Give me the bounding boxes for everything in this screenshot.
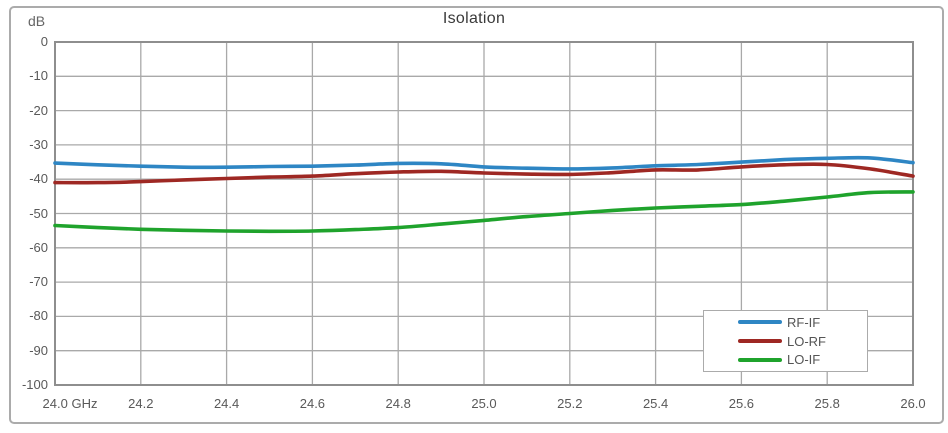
x-tick-label: 25.0 bbox=[471, 396, 497, 411]
y-tick-label: 0 bbox=[40, 34, 48, 49]
x-tick-label: 24.0 GHz bbox=[42, 396, 98, 411]
y-tick-label: -80 bbox=[29, 308, 48, 324]
legend-label-lo-if: LO-IF bbox=[787, 352, 821, 368]
x-tick-label: 25.4 bbox=[642, 396, 669, 411]
y-tick-label: -20 bbox=[29, 102, 48, 118]
y-tick-label: -90 bbox=[29, 342, 48, 358]
y-tick-label: -40 bbox=[29, 171, 48, 187]
x-tick-label: 24.8 bbox=[385, 396, 411, 411]
y-tick-label: -70 bbox=[29, 274, 48, 290]
x-tick-label: 26.0 bbox=[900, 396, 926, 411]
legend-label-lo-rf: LO-RF bbox=[787, 333, 826, 349]
y-axis-unit-label: dB bbox=[28, 13, 46, 29]
y-tick-label: -30 bbox=[29, 136, 48, 152]
x-tick-label: 25.6 bbox=[728, 396, 755, 411]
legend-item-rf-if: RF-IF bbox=[738, 315, 867, 330]
series-line-lo-if bbox=[53, 190, 915, 234]
x-tick-label: 24.6 bbox=[299, 396, 326, 411]
y-tick-label: -10 bbox=[29, 68, 48, 84]
plot-frame bbox=[54, 41, 914, 386]
y-tick-label: -60 bbox=[29, 239, 48, 255]
x-tick-label: 25.2 bbox=[557, 396, 583, 411]
series-line-lo-rf bbox=[53, 162, 915, 185]
legend-line-swatch-rf-if bbox=[738, 320, 782, 325]
y-tick-label: -100 bbox=[21, 377, 48, 392]
x-tick-label: 24.4 bbox=[213, 396, 240, 411]
legend-line-swatch-lo-if bbox=[738, 357, 782, 362]
legend: RF-IF LO-RF LO-IF bbox=[703, 310, 868, 372]
series-line-rf-if bbox=[53, 155, 915, 171]
legend-line-swatch-lo-rf bbox=[738, 339, 782, 343]
x-tick-label: 25.8 bbox=[814, 396, 840, 411]
legend-item-lo-rf: LO-RF bbox=[738, 334, 867, 349]
x-tick-label: 24.2 bbox=[128, 396, 154, 411]
y-tick-label: -50 bbox=[29, 205, 48, 221]
chart-title: Isolation bbox=[442, 10, 506, 27]
legend-item-lo-if: LO-IF bbox=[738, 352, 867, 367]
legend-label-rf-if: RF-IF bbox=[787, 314, 821, 330]
